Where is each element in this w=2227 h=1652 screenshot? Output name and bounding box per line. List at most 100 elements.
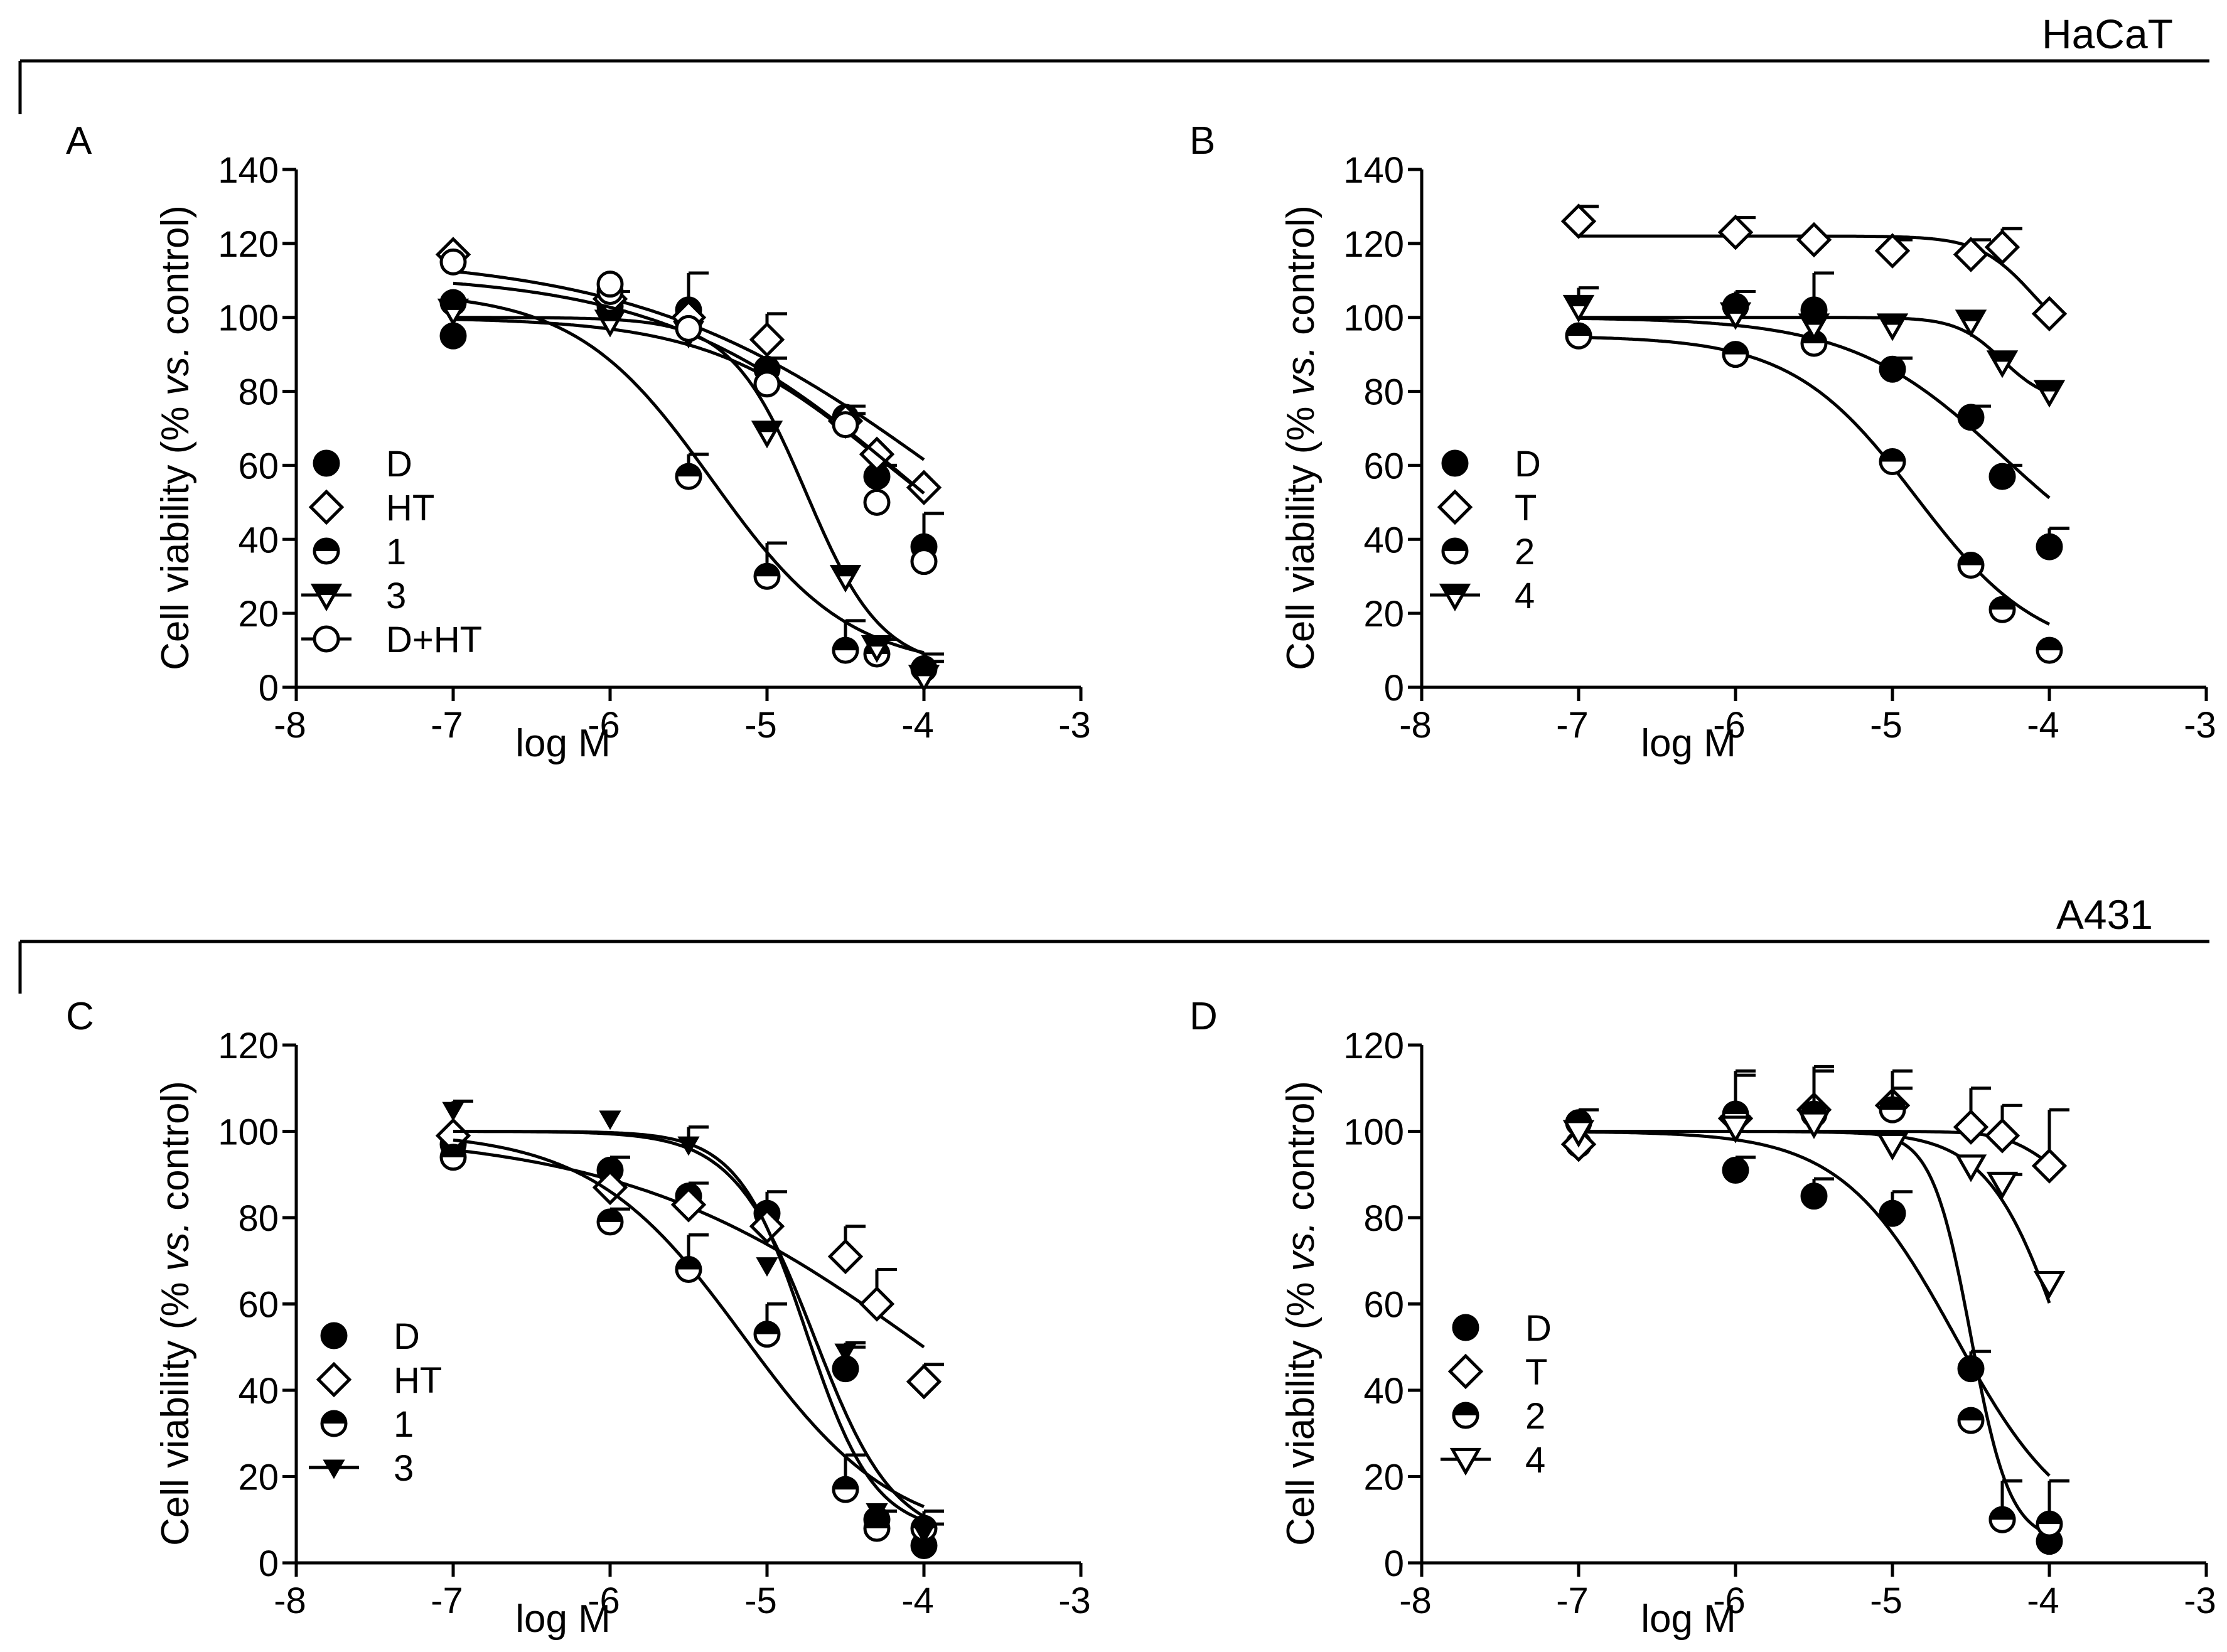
panel-d-y-tick-label: 20 [1363, 1457, 1404, 1498]
panel-b-series-3-point-fill [1990, 598, 2014, 610]
panel-c-series-4-point-shape [442, 1102, 464, 1122]
panel-c-series-4-point [599, 1110, 621, 1130]
panel-a-series-4-point [751, 421, 783, 449]
chart-panel-b: B 0 20 40 60 80 100 120 140 -8 -7 -6 -5 -4 -3 log M Cell… [1189, 119, 2216, 765]
panel-a-series-3-legend-marker-fill [314, 539, 338, 551]
panel-b-series-1-point [1988, 463, 2016, 490]
panel-a-series-2-point [749, 321, 785, 358]
panel-d-series-1-point [1879, 1199, 1906, 1227]
panel-c-series-2-point-shape [859, 1286, 895, 1322]
panel-b-series-1-point [2036, 533, 2063, 560]
panel-d-x-tick-label: -6 [1713, 1580, 1746, 1621]
panel-d-series-1-legend-marker [1452, 1314, 1479, 1341]
panel-b-series-2-point-shape [1874, 233, 1911, 269]
panel-b-y-tick-label: 40 [1363, 520, 1404, 560]
panel-d-series-3-point [1957, 1407, 1985, 1434]
panel-b-series-2-point [2031, 296, 2068, 332]
panel-d-series-3-point-fill [1990, 1508, 2014, 1520]
panel-a-series-2-point-shape [906, 469, 942, 506]
panel-a-series-5-point [863, 488, 891, 516]
panel-b-series-1-point-shape [1988, 463, 2016, 490]
panel-d-series-2-legend-label: T [1525, 1352, 1547, 1393]
chart-panel-c: C 0 20 40 60 80 100 120 -8 -7 -6 -5 -4 -3 log M Cell vi… [66, 995, 1091, 1641]
panel-a-series-5-point-shape [910, 548, 938, 576]
panel-a-y-tick-label: 120 [218, 224, 279, 265]
panel-b-y-tick-label: 60 [1363, 446, 1404, 486]
panel-d-x-tick-label: -5 [1870, 1580, 1902, 1621]
panel-d-series-2-point [1984, 1118, 2020, 1154]
panel-d-x-tick-label: -7 [1556, 1580, 1589, 1621]
panel-d-y-tick-label: 0 [1384, 1543, 1404, 1584]
panel-c-series-3-point-fill [598, 1210, 622, 1222]
panel-a-series-4-point [594, 309, 626, 338]
panel-d-series-2-point [1953, 1109, 1989, 1145]
panel-b-series-3-point-fill [2037, 638, 2061, 651]
panel-b-series-2-point [1796, 222, 1832, 258]
panel-a-y-tick-label: 20 [238, 594, 279, 635]
panel-a-series-4-legend-marker-fill [313, 585, 340, 595]
panel-b-series-4-legend-label: 4 [1515, 576, 1535, 616]
panel-c-x-tick-label: -5 [744, 1580, 777, 1621]
panel-a-series-3-point-fill [755, 564, 779, 577]
panel-a-series-1-legend-marker [313, 449, 340, 477]
panel-d-y-tick-label: 120 [1343, 1026, 1404, 1066]
panel-c-series-2-point-shape [827, 1238, 864, 1275]
panel-c-x-axis-label: log M [515, 1597, 611, 1641]
panel-c-series-1-legend-marker [320, 1322, 348, 1349]
panel-d-series-3-legend-marker-fill [1454, 1403, 1478, 1415]
panel-d-series-4-legend-label: 4 [1525, 1440, 1545, 1481]
panel-c-y-tick-label: 0 [259, 1543, 279, 1584]
panel-b-series-1-legend-marker-shape [1441, 449, 1469, 477]
panel-b-series-1-point [1957, 404, 1985, 431]
panel-c-series-3-point-fill [755, 1322, 779, 1334]
panel-c-series-4-point-shape [913, 1525, 935, 1545]
panel-d-series-4-point [1955, 1154, 1987, 1183]
panel-b-letter: B [1189, 119, 1215, 163]
panel-b-series-4-point-fill [2036, 381, 2063, 392]
panel-c-series-4-point [866, 1503, 888, 1523]
panel-d-series-4-point-shape [1986, 1171, 2019, 1199]
panel-c-series-4-point [756, 1257, 778, 1277]
panel-b-y-axis-label-part: vs. [1279, 346, 1323, 395]
panel-a-series-1-legend-label: D [386, 444, 412, 485]
panel-d-series-3-point [2036, 1510, 2063, 1538]
panel-a-y-axis-label: Cell viability (% vs. control) [154, 205, 197, 670]
panel-c-y-tick-label: 60 [238, 1285, 279, 1326]
panel-b-series-1-legend-label: D [1515, 444, 1541, 485]
panel-b-series-4-point-fill [1565, 296, 1592, 307]
panel-b-series-4-point-fill [1722, 304, 1749, 314]
panel-a-series-4-point [908, 665, 940, 693]
panel-d-y-axis-label-part: Cell viability (% [1279, 1271, 1323, 1546]
panel-a-series-4-legend-marker [310, 583, 343, 611]
panel-c-series-4-point-shape [756, 1257, 778, 1277]
panel-d-series-3-point [1988, 1506, 2016, 1533]
section-label-hacat: HaCaT [2042, 11, 2173, 57]
panel-c-y-tick-label: 20 [238, 1457, 279, 1498]
panel-c-series-4-point-shape [834, 1343, 857, 1363]
panel-b-series-2-point-shape [1984, 229, 2020, 265]
panel-a-series-5-legend-label: D+HT [386, 620, 482, 660]
panel-a-series-5-point [753, 370, 781, 398]
panel-a-series-3-point [753, 562, 781, 590]
panel-b-y-tick-label: 80 [1363, 372, 1404, 413]
panel-b-x-tick-label: -3 [2184, 705, 2216, 746]
panel-a-series-5-point-shape [753, 370, 781, 398]
panel-d-series-1-point-shape [1879, 1199, 1906, 1227]
panel-c-series-1-legend-marker-shape [320, 1322, 348, 1349]
panel-d-series-3-legend-marker [1452, 1402, 1479, 1429]
panel-c-series-4-legend-marker-shape [323, 1459, 345, 1479]
panel-a-series-5-point-shape [596, 271, 624, 298]
panel-b-series-1-point-shape [2036, 533, 2063, 560]
panel-b-series-4-point-fill [1879, 314, 1906, 325]
section-label-a431: A431 [2056, 891, 2153, 938]
panel-d-y-tick-label: 100 [1343, 1112, 1404, 1153]
panel-a-series-4-legend-label: 3 [386, 576, 406, 616]
panel-c-x-tick-label: -7 [431, 1580, 463, 1621]
panel-d-series-1-point-shape [1722, 1156, 1749, 1184]
panel-c-series-3-point [675, 1256, 702, 1283]
panel-a-series-1-point [439, 322, 467, 350]
panel-c-series-2-point [827, 1238, 864, 1275]
panel-c-series-4-point [913, 1525, 935, 1545]
panel-a-y-tick-label: 40 [238, 520, 279, 560]
panel-c-series-3-point [753, 1321, 781, 1348]
